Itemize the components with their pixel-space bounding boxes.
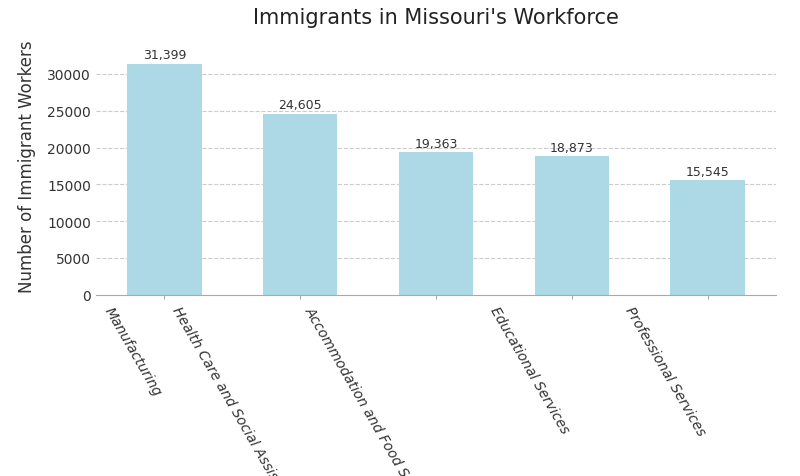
Bar bbox=[534, 157, 610, 295]
Bar bbox=[398, 153, 474, 295]
Text: 19,363: 19,363 bbox=[414, 138, 458, 151]
Bar bbox=[127, 65, 202, 295]
Text: 15,545: 15,545 bbox=[686, 166, 730, 179]
Text: 18,873: 18,873 bbox=[550, 141, 594, 154]
Bar bbox=[670, 181, 745, 295]
Text: 24,605: 24,605 bbox=[278, 99, 322, 112]
Text: 31,399: 31,399 bbox=[142, 50, 186, 62]
Title: Immigrants in Missouri's Workforce: Immigrants in Missouri's Workforce bbox=[253, 8, 619, 28]
Bar bbox=[262, 114, 338, 295]
Y-axis label: Number of Immigrant Workers: Number of Immigrant Workers bbox=[18, 40, 36, 293]
